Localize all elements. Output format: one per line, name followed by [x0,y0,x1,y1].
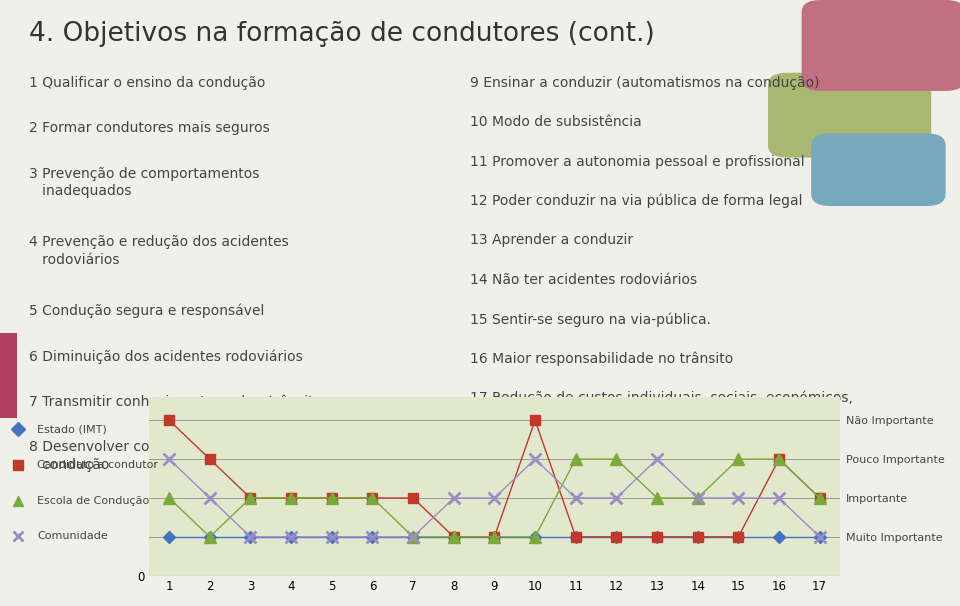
Text: 6 Diminuição dos acidentes rodoviários: 6 Diminuição dos acidentes rodoviários [29,349,302,364]
Escola de Condução [692,494,704,502]
Text: 12 Poder conduzir na via pública de forma legal: 12 Poder conduzir na via pública de form… [470,194,803,208]
Text: 14 Não ter acidentes rodoviários: 14 Não ter acidentes rodoviários [470,273,698,287]
Comunidade [732,494,744,502]
Escola de Condução [163,494,175,502]
Escola de Condução [814,494,826,502]
Estado (IMT) [285,533,297,541]
Text: 15 Sentir-se seguro na via-pública.: 15 Sentir-se seguro na via-pública. [470,312,711,327]
FancyBboxPatch shape [802,0,960,91]
Text: 10 Modo de subsistência: 10 Modo de subsistência [470,115,642,129]
Line: Estado (IMT): Estado (IMT) [165,533,824,541]
Estado (IMT) [407,533,419,541]
Escola de Condução [611,456,622,463]
Line: Candidato a condutor: Candidato a condutor [164,415,825,542]
Text: Escola de Condução: Escola de Condução [37,496,150,505]
Text: 8 Desenvolver competências pessoais na
   condução: 8 Desenvolver competências pessoais na c… [29,440,316,472]
Estado (IMT) [326,533,338,541]
Comunidade [204,494,216,502]
Escola de Condução [204,533,216,541]
Line: Escola de Condução: Escola de Condução [163,453,826,542]
Comunidade [692,494,704,502]
Comunidade [448,494,460,502]
Comunidade [611,494,622,502]
FancyBboxPatch shape [0,333,17,418]
Text: 11 Promover a autonomia pessoal e profissional: 11 Promover a autonomia pessoal e profis… [470,155,805,168]
Comunidade [773,494,784,502]
Candidato a condutor [489,533,500,541]
Estado (IMT) [732,533,744,541]
Candidato a condutor [814,494,826,502]
Escola de Condução [245,494,256,502]
Text: 9 Ensinar a conduzir (automatismos na condução): 9 Ensinar a conduzir (automatismos na co… [470,76,820,90]
Candidato a condutor [285,494,297,502]
Candidato a condutor [529,416,540,424]
Text: 1 Qualificar o ensino da condução: 1 Qualificar o ensino da condução [29,76,265,90]
Candidato a condutor [448,533,460,541]
Estado (IMT) [692,533,704,541]
Text: 17 Redução de custos individuais, sociais, económicos,
    familiares devido aos: 17 Redução de custos individuais, sociai… [470,391,853,423]
Text: 16 Maior responsabilidade no trânsito: 16 Maior responsabilidade no trânsito [470,351,733,366]
Comunidade [285,533,297,541]
Text: Comunidade: Comunidade [37,531,108,541]
Text: 3 Prevenção de comportamentos
   inadequados: 3 Prevenção de comportamentos inadequado… [29,167,259,199]
Candidato a condutor [326,494,338,502]
Comunidade [570,494,582,502]
Text: 4. Objetivos na formação de condutores (cont.): 4. Objetivos na formação de condutores (… [29,21,655,47]
Candidato a condutor [163,416,175,424]
Estado (IMT) [489,533,500,541]
Escola de Condução [367,494,378,502]
Escola de Condução [407,533,419,541]
Comunidade [245,533,256,541]
Escola de Condução [570,456,582,463]
Candidato a condutor [570,533,582,541]
Escola de Condução [529,533,540,541]
Estado (IMT) [611,533,622,541]
Candidato a condutor [204,456,216,463]
Comunidade [326,533,338,541]
Comunidade [529,456,540,463]
FancyBboxPatch shape [811,133,946,206]
Candidato a condutor [407,494,419,502]
Comunidade [407,533,419,541]
Text: 4 Prevenção e redução dos acidentes
   rodoviários: 4 Prevenção e redução dos acidentes rodo… [29,235,289,267]
Candidato a condutor [245,494,256,502]
Estado (IMT) [367,533,378,541]
Line: Comunidade: Comunidade [163,453,826,542]
Candidato a condutor [692,533,704,541]
Estado (IMT) [245,533,256,541]
Candidato a condutor [651,533,662,541]
Comunidade [651,456,662,463]
Escola de Condução [326,494,338,502]
Candidato a condutor [611,533,622,541]
Comunidade [489,494,500,502]
Estado (IMT) [163,533,175,541]
Estado (IMT) [204,533,216,541]
Text: 2 Formar condutores mais seguros: 2 Formar condutores mais seguros [29,121,270,135]
FancyBboxPatch shape [768,73,931,158]
Candidato a condutor [367,494,378,502]
Escola de Condução [448,533,460,541]
Estado (IMT) [529,533,540,541]
Comunidade [367,533,378,541]
Text: Estado (IMT): Estado (IMT) [37,424,107,434]
Escola de Condução [489,533,500,541]
Candidato a condutor [732,533,744,541]
Comunidade [814,533,826,541]
Estado (IMT) [651,533,662,541]
Text: 7 Transmitir conhecimentos sobre trânsito: 7 Transmitir conhecimentos sobre trânsit… [29,395,322,408]
Escola de Condução [773,456,784,463]
Text: 13 Aprender a conduzir: 13 Aprender a conduzir [470,233,634,247]
Candidato a condutor [773,456,784,463]
Estado (IMT) [773,533,784,541]
Estado (IMT) [814,533,826,541]
Text: Candidato a condutor: Candidato a condutor [37,460,158,470]
Estado (IMT) [448,533,460,541]
Text: 5 Condução segura e responsável: 5 Condução segura e responsável [29,304,264,318]
Escola de Condução [285,494,297,502]
Escola de Condução [651,494,662,502]
Comunidade [163,456,175,463]
Escola de Condução [732,456,744,463]
Estado (IMT) [570,533,582,541]
